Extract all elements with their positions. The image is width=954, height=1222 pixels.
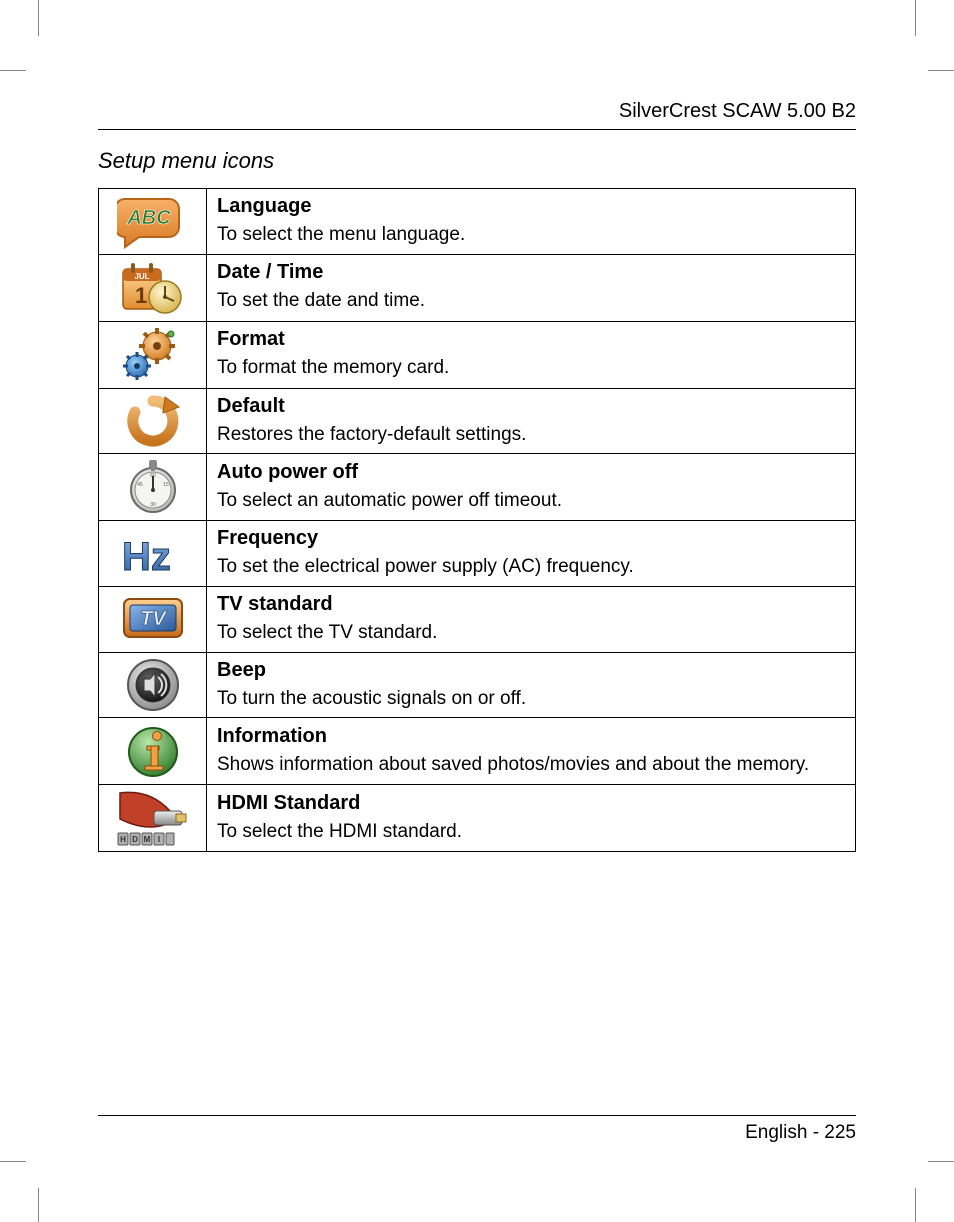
- svg-text:ABC: ABC: [126, 207, 171, 229]
- section-title: Setup menu icons: [98, 148, 856, 174]
- svg-text:TV: TV: [140, 608, 167, 630]
- description-cell: Information Shows information about saved…: [207, 718, 856, 785]
- page-content: SilverCrest SCAW 5.00 B2 Setup menu icon…: [0, 0, 954, 912]
- row-title: Frequency: [217, 527, 845, 550]
- row-title: Beep: [217, 659, 845, 682]
- calendar-clock-icon: JUL 1: [99, 254, 207, 321]
- page-number: English - 225: [745, 1122, 856, 1143]
- svg-text:D: D: [132, 835, 138, 844]
- row-title: TV standard: [217, 593, 845, 616]
- svg-text:JUL: JUL: [134, 272, 149, 281]
- hz-icon: Hz: [99, 521, 207, 587]
- svg-text:I: I: [157, 835, 159, 844]
- row-title: Format: [217, 328, 845, 351]
- row-text: To set the electrical power supply (AC) …: [217, 554, 845, 580]
- description-cell: HDMI Standard To select the HDMI standard…: [207, 785, 856, 852]
- row-text: To format the memory card.: [217, 355, 845, 381]
- row-text: To select the HDMI standard.: [217, 819, 845, 845]
- description-cell: Date / Time To set the date and time.: [207, 254, 856, 321]
- row-title: HDMI Standard: [217, 792, 845, 815]
- info-icon: [99, 718, 207, 785]
- row-text: To select the menu language.: [217, 222, 845, 248]
- gears-icon: [99, 321, 207, 388]
- page-header: SilverCrest SCAW 5.00 B2: [98, 100, 856, 130]
- svg-text:Hz: Hz: [122, 535, 171, 578]
- table-row: ABC Language To select the menu language.: [99, 189, 856, 255]
- table-row: Information Shows information about saved…: [99, 718, 856, 785]
- row-text: To select the TV standard.: [217, 620, 845, 646]
- row-title: Date / Time: [217, 261, 845, 284]
- description-cell: Language To select the menu language.: [207, 189, 856, 255]
- table-row: Hz Frequency To set the electrical power …: [99, 521, 856, 587]
- svg-text:H: H: [120, 835, 126, 844]
- svg-text:15: 15: [163, 482, 169, 488]
- row-text: Restores the factory-default settings.: [217, 422, 845, 448]
- table-row: HD MI HDMI Standard To select the HDMI st…: [99, 785, 856, 852]
- table-row: TV TV standard To select the TV standard.: [99, 586, 856, 652]
- description-cell: Format To format the memory card.: [207, 321, 856, 388]
- row-text: To select an automatic power off timeout…: [217, 488, 845, 514]
- svg-text:M: M: [143, 835, 150, 844]
- table-row: Default Restores the factory-default sett…: [99, 388, 856, 454]
- row-title: Default: [217, 395, 845, 418]
- hdmi-icon: HD MI: [99, 785, 207, 852]
- brand-text: SilverCrest SCAW 5.00 B2: [619, 100, 856, 122]
- speaker-icon: [99, 652, 207, 718]
- abc-icon: ABC: [99, 189, 207, 255]
- refresh-icon: [99, 388, 207, 454]
- table-row: Beep To turn the acoustic signals on or o…: [99, 652, 856, 718]
- table-row: 6015 3045 Auto power offTo select an aut…: [99, 454, 856, 521]
- row-title: Language: [217, 195, 845, 218]
- table-row: JUL 1 Date / Time To set the date and tim…: [99, 254, 856, 321]
- description-cell: TV standard To select the TV standard.: [207, 586, 856, 652]
- table-row: Format To format the memory card.: [99, 321, 856, 388]
- page-footer: English - 225: [98, 1115, 856, 1144]
- description-cell: Frequency To set the electrical power sup…: [207, 521, 856, 587]
- row-text: To turn the acoustic signals on or off.: [217, 686, 845, 712]
- svg-text:45: 45: [137, 482, 143, 488]
- stopwatch-icon: 6015 3045: [99, 454, 207, 521]
- row-title: Information: [217, 725, 845, 748]
- description-cell: Default Restores the factory-default sett…: [207, 388, 856, 454]
- row-text: To set the date and time.: [217, 288, 845, 314]
- tv-icon: TV: [99, 586, 207, 652]
- row-title: Auto power off: [217, 461, 845, 484]
- description-cell: Beep To turn the acoustic signals on or o…: [207, 652, 856, 718]
- menu-table: ABC Language To select the menu language.…: [98, 188, 856, 852]
- description-cell: Auto power off To select an automatic pow…: [207, 454, 856, 521]
- svg-text:30: 30: [150, 502, 156, 508]
- svg-text:1: 1: [135, 283, 147, 308]
- row-text: Shows information about saved photos/mov…: [217, 752, 845, 778]
